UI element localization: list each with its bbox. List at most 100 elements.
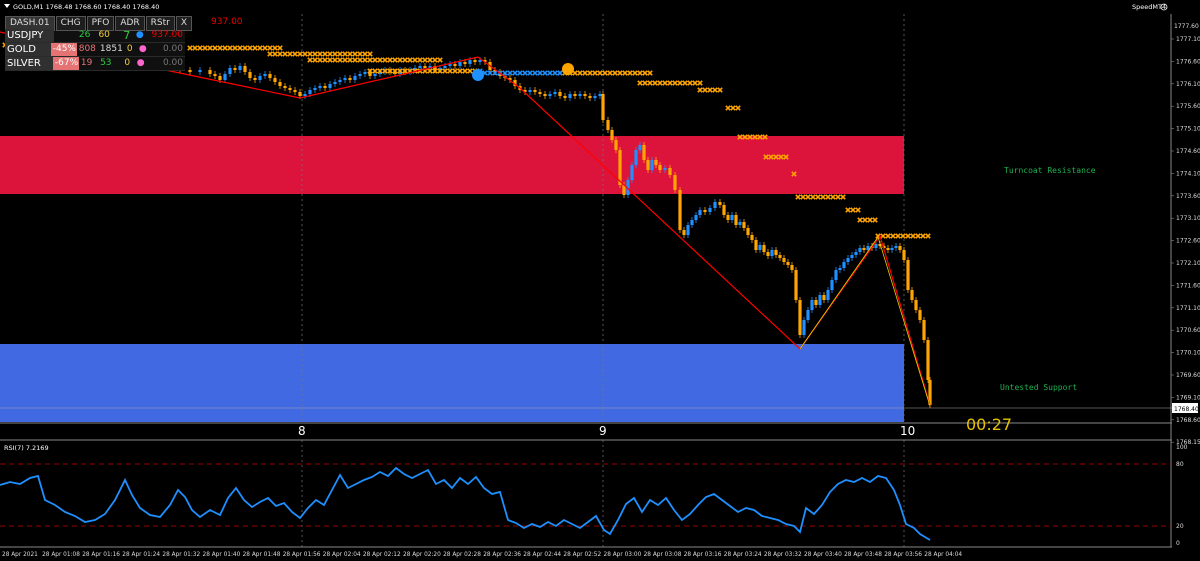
col-adr[interactable]: ADR bbox=[115, 16, 145, 31]
dashboard-panel[interactable]: DASH.01 CHG PFO ADR RStr X 937.00 USDJPY… bbox=[5, 16, 247, 71]
trailing-cross bbox=[327, 51, 333, 57]
trailing-cross bbox=[447, 68, 453, 74]
price-tick-label: 1768.60 bbox=[1176, 417, 1200, 424]
col-rstr[interactable]: RStr bbox=[145, 16, 175, 31]
bear-signal-dot bbox=[562, 63, 574, 75]
row-value: 937.00 bbox=[151, 30, 184, 40]
trailing-cross bbox=[652, 80, 658, 86]
candle-body bbox=[573, 94, 577, 96]
row-symbol[interactable]: GOLD bbox=[5, 43, 51, 56]
candle-body bbox=[778, 255, 782, 258]
candle-body bbox=[786, 262, 790, 265]
trailing-cross bbox=[517, 70, 523, 76]
candle-body bbox=[353, 76, 357, 80]
trailing-cross bbox=[222, 45, 228, 51]
candle-body bbox=[650, 160, 654, 170]
time-axis-label: 28 Apr 03:32 bbox=[764, 552, 802, 558]
row-symbol[interactable]: SILVER bbox=[5, 57, 53, 70]
trailing-cross bbox=[202, 45, 208, 51]
candle-body bbox=[443, 66, 447, 68]
trailing-cross bbox=[642, 70, 648, 76]
row-value: 0.00 bbox=[162, 58, 183, 68]
trailing-cross bbox=[830, 194, 836, 200]
candle-body bbox=[918, 310, 922, 320]
candle-body bbox=[243, 66, 247, 72]
candle-body bbox=[802, 320, 806, 335]
trailing-cross bbox=[197, 45, 203, 51]
candle-body bbox=[513, 80, 517, 86]
rsi-line bbox=[0, 466, 931, 541]
dashboard-row-gold[interactable]: GOLD -45% 808 1851 0 ● 0.00 bbox=[5, 43, 185, 57]
candle-body bbox=[483, 60, 487, 62]
trailing-cross bbox=[372, 68, 378, 74]
dropdown-icon[interactable] bbox=[4, 4, 10, 8]
time-axis-label: 28 Apr 03:16 bbox=[684, 552, 722, 558]
trailing-cross bbox=[372, 57, 378, 63]
trailing-cross bbox=[707, 87, 713, 93]
trailing-cross bbox=[857, 217, 863, 223]
session-label: 10 bbox=[900, 424, 915, 438]
candle-body bbox=[393, 72, 397, 74]
trailing-cross bbox=[357, 51, 363, 57]
trailing-cross bbox=[687, 80, 693, 86]
candle-body bbox=[293, 90, 297, 92]
trailing-cross bbox=[737, 134, 743, 140]
close-button[interactable]: X bbox=[175, 16, 193, 31]
trailing-cross bbox=[825, 194, 831, 200]
time-axis-label: 28 Apr 03:56 bbox=[884, 552, 922, 558]
time-axis-label: 28 Apr 02:44 bbox=[523, 552, 561, 558]
trailing-cross bbox=[582, 70, 588, 76]
candle-body bbox=[926, 340, 930, 380]
trailing-cross bbox=[735, 105, 741, 111]
trailing-cross bbox=[467, 68, 473, 74]
candle-body bbox=[882, 246, 886, 248]
candle-body bbox=[726, 215, 730, 220]
row-symbol[interactable]: USDJPY bbox=[5, 29, 54, 42]
candle-body bbox=[233, 68, 237, 70]
current-price-tag bbox=[1172, 403, 1198, 413]
candle-body bbox=[338, 80, 342, 82]
trailing-cross bbox=[692, 80, 698, 86]
trailing-cross bbox=[232, 45, 238, 51]
dashboard-row-silver[interactable]: SILVER -67% 19 53 0 ● 0.00 bbox=[5, 57, 185, 71]
candle-body bbox=[278, 82, 282, 86]
dashboard-row-usdjpy[interactable]: USDJPY 26 60 7 ● 937.00 bbox=[5, 29, 185, 43]
trailing-cross bbox=[392, 57, 398, 63]
candle-body bbox=[418, 66, 422, 68]
trailing-cross bbox=[632, 70, 638, 76]
trailing-cross bbox=[277, 45, 283, 51]
col-pfo[interactable]: PFO bbox=[86, 16, 115, 31]
trailing-cross bbox=[427, 68, 433, 74]
trailing-cross bbox=[362, 57, 368, 63]
candle-body bbox=[718, 202, 722, 205]
time-axis-label: 28 Apr 04:04 bbox=[924, 552, 962, 558]
candle-body bbox=[253, 78, 257, 80]
candle-body bbox=[646, 160, 650, 170]
trailing-cross bbox=[730, 105, 736, 111]
time-axis-label: 28 Apr 01:48 bbox=[243, 552, 281, 558]
candle-body bbox=[894, 246, 898, 248]
candle-body bbox=[493, 70, 497, 72]
candle-body bbox=[738, 222, 742, 225]
candle-body bbox=[878, 244, 882, 246]
trailing-cross bbox=[637, 70, 643, 76]
trailing-cross bbox=[397, 57, 403, 63]
col-chg[interactable]: CHG bbox=[55, 16, 86, 31]
candle-body bbox=[473, 60, 477, 62]
trailing-cross bbox=[572, 70, 578, 76]
rsi-title: RSI(7) 7.2169 bbox=[4, 444, 49, 452]
trailing-cross bbox=[332, 57, 338, 63]
smiley-icon bbox=[1160, 3, 1168, 11]
trailing-cross bbox=[747, 134, 753, 140]
time-axis: 28 Apr 2021 28 Apr 01:08 28 Apr 01:16 28 Ap… bbox=[2, 552, 962, 558]
dashboard-header: DASH.01 CHG PFO ADR RStr X 937.00 bbox=[5, 16, 247, 31]
rsi-axis-label: 0 bbox=[1176, 540, 1180, 547]
candle-body bbox=[343, 78, 347, 80]
candle-body bbox=[782, 258, 786, 262]
candle-body bbox=[543, 94, 547, 96]
trailing-cross bbox=[532, 70, 538, 76]
candle-body bbox=[563, 96, 567, 98]
time-axis-label: 28 Apr 01:08 bbox=[42, 552, 80, 558]
trailing-cross bbox=[502, 70, 508, 76]
